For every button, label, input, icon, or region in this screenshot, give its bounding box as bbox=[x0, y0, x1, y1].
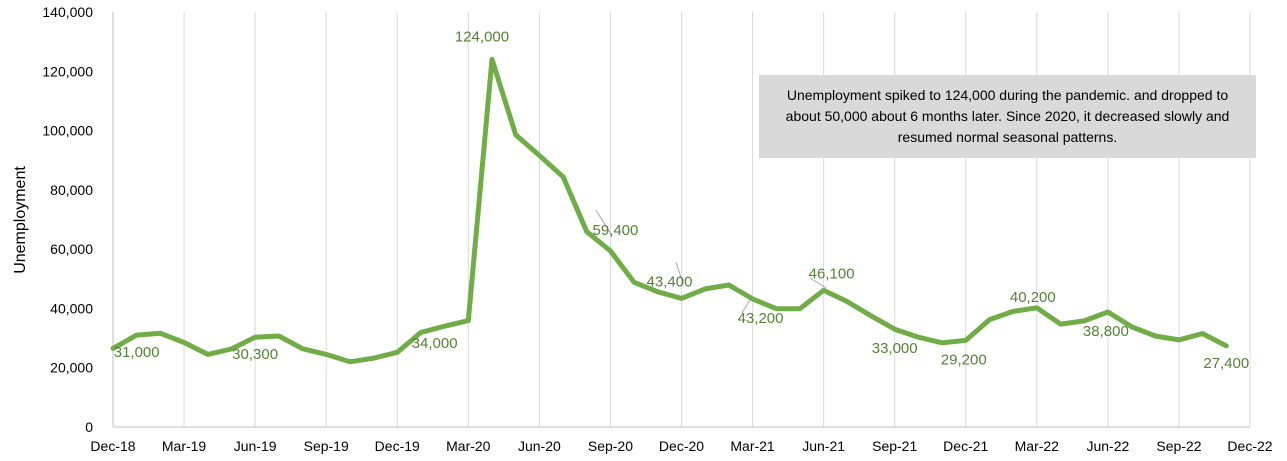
y-axis-label: Unemployment bbox=[12, 166, 29, 274]
data-label: 31,000 bbox=[114, 344, 160, 361]
data-label: 29,200 bbox=[941, 351, 987, 368]
x-tick-label: Sep-19 bbox=[304, 438, 349, 454]
x-tick-label: Jun-20 bbox=[518, 438, 561, 454]
y-tick-label: 60,000 bbox=[50, 241, 93, 257]
y-tick-label: 120,000 bbox=[42, 63, 93, 79]
x-tick-label: Sep-20 bbox=[588, 438, 633, 454]
annotation-box: Unemployment spiked to 124,000 during th… bbox=[759, 75, 1256, 158]
leader-line bbox=[595, 209, 613, 237]
y-tick-label: 100,000 bbox=[42, 123, 93, 139]
data-label: 59,400 bbox=[592, 222, 638, 239]
x-tick-label: Dec-22 bbox=[1227, 438, 1272, 454]
axes bbox=[112, 12, 1250, 428]
x-tick-label: Dec-21 bbox=[943, 438, 988, 454]
series-line-unemployment bbox=[110, 56, 1229, 365]
data-label: 30,300 bbox=[232, 346, 278, 363]
data-label: 38,800 bbox=[1083, 323, 1129, 340]
x-tick-label: Jun-22 bbox=[1086, 438, 1129, 454]
y-tick-labels: 0 20,000 40,000 60,000 80,000 100,000 120,000 1… bbox=[42, 4, 93, 435]
x-tick-label: Sep-21 bbox=[872, 438, 917, 454]
data-label: 27,400 bbox=[1203, 355, 1249, 372]
leader-line bbox=[809, 277, 827, 289]
data-label: 33,000 bbox=[872, 340, 918, 357]
data-label: 43,400 bbox=[647, 273, 693, 290]
x-tick-label: Jun-19 bbox=[234, 438, 277, 454]
leader-lines bbox=[595, 209, 827, 314]
data-label: 124,000 bbox=[455, 28, 509, 45]
y-tick-label: 40,000 bbox=[50, 300, 93, 316]
series-line bbox=[110, 56, 1229, 365]
y-tick-label: 140,000 bbox=[42, 4, 93, 20]
data-label: 46,100 bbox=[809, 265, 855, 282]
x-tick-label: Mar-20 bbox=[446, 438, 491, 454]
x-tick-labels: Dec-18 Mar-19 Jun-19 Sep-19 Dec-19 Mar-20 Jun-… bbox=[90, 438, 1272, 454]
x-tick-label: Mar-21 bbox=[730, 438, 775, 454]
x-tick-label: Dec-20 bbox=[659, 438, 704, 454]
y-tick-label: 0 bbox=[85, 419, 93, 435]
x-tick-label: Mar-22 bbox=[1015, 438, 1060, 454]
x-tick-label: Jun-21 bbox=[802, 438, 845, 454]
data-labels: 31,000 30,300 34,000 124,000 59,400 43,400 43,… bbox=[114, 28, 1250, 371]
y-tick-label: 80,000 bbox=[50, 182, 93, 198]
x-tick-label: Sep-22 bbox=[1156, 438, 1201, 454]
x-tick-label: Dec-18 bbox=[90, 438, 135, 454]
data-label: 40,200 bbox=[1010, 289, 1056, 306]
x-tick-label: Dec-19 bbox=[375, 438, 420, 454]
leader-line bbox=[675, 261, 684, 285]
x-tick-label: Mar-19 bbox=[162, 438, 207, 454]
data-label: 34,000 bbox=[412, 335, 458, 352]
leader-line bbox=[741, 297, 752, 314]
data-label: 43,200 bbox=[738, 310, 784, 327]
y-tick-label: 20,000 bbox=[50, 360, 93, 376]
